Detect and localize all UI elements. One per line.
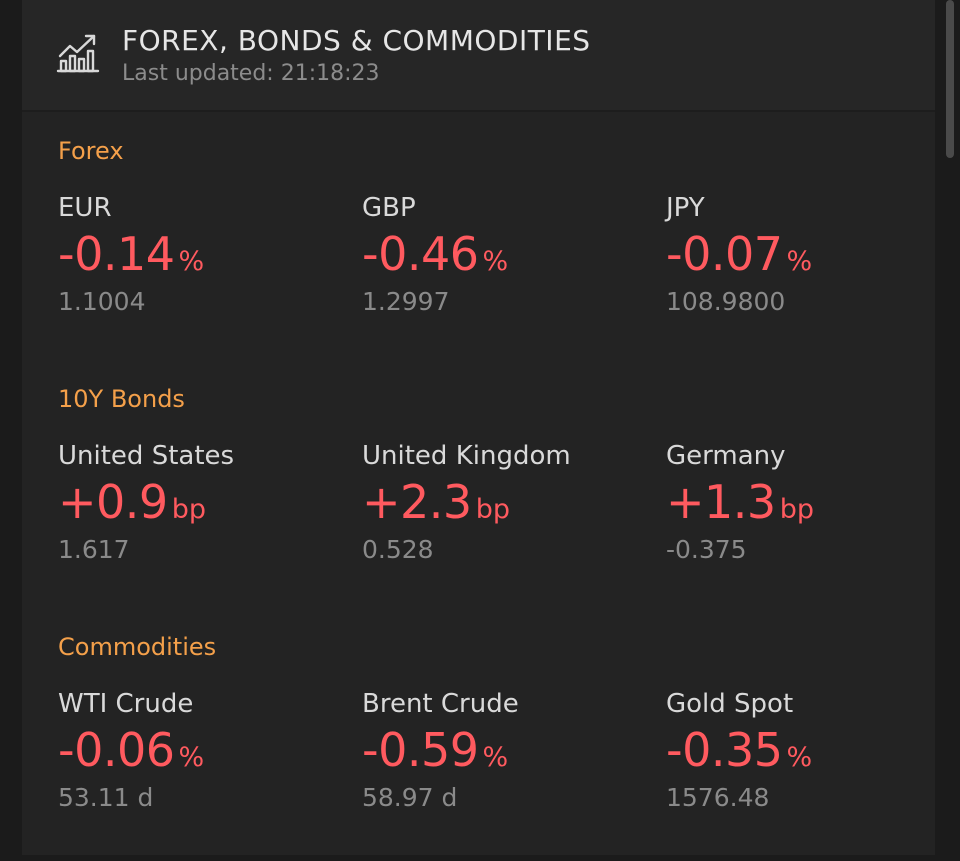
quote-change-value: -0.46	[362, 227, 479, 281]
quote-change-value: +0.9	[58, 475, 168, 529]
section-title-forex: Forex	[58, 137, 124, 165]
quote-value: 0.528	[362, 535, 434, 564]
quote-name: JPY	[666, 193, 705, 223]
quote-change-unit: bp	[779, 494, 814, 525]
quote-name: United States	[58, 441, 235, 471]
quote-name: GBP	[362, 193, 416, 223]
quote-change-value: -0.35	[666, 723, 783, 777]
quote-change-value: +2.3	[362, 475, 472, 529]
panel-title: FOREX, BONDS & COMMODITIES	[122, 24, 591, 57]
quote-value: 1.617	[58, 535, 130, 564]
markets-panel: FOREX, BONDS & COMMODITIES Last updated:…	[22, 0, 935, 855]
quote-change-unit: %	[786, 246, 813, 277]
quote-value: 58.97 d	[362, 783, 458, 812]
quote-value: -0.375	[666, 535, 747, 564]
quote-change: -0.06%	[58, 723, 204, 777]
quote-change: -0.46%	[362, 227, 508, 281]
last-updated: Last updated: 21:18:23	[122, 61, 380, 86]
chart-bars-trend-icon	[56, 34, 100, 73]
quote-name: Germany	[666, 441, 786, 471]
quote-change-unit: %	[482, 246, 509, 277]
quote-change-value: +1.3	[666, 475, 776, 529]
quote-change: -0.07%	[666, 227, 812, 281]
quote-change: -0.59%	[362, 723, 508, 777]
quote-change-unit: bp	[171, 494, 206, 525]
section-title-bonds: 10Y Bonds	[58, 385, 185, 413]
quote-change-value: -0.06	[58, 723, 175, 777]
quote-name: Brent Crude	[362, 689, 519, 719]
quote-change: +2.3 bp	[362, 475, 510, 529]
quote-value: 108.9800	[666, 287, 786, 316]
quote-value: 1.2997	[362, 287, 450, 316]
scrollbar-thumb[interactable]	[946, 0, 954, 158]
quote-change-unit: %	[482, 742, 509, 773]
quote-change: +0.9 bp	[58, 475, 206, 529]
quote-change: -0.14%	[58, 227, 204, 281]
quote-value: 1576.48	[666, 783, 770, 812]
quote-change-value: -0.07	[666, 227, 783, 281]
section-title-commodities: Commodities	[58, 633, 217, 661]
panel-header: FOREX, BONDS & COMMODITIES Last updated:…	[22, 0, 935, 112]
quote-change-unit: %	[178, 742, 205, 773]
quote-change: +1.3 bp	[666, 475, 814, 529]
quote-change-unit: %	[178, 246, 205, 277]
last-updated-label: Last updated:	[122, 61, 274, 86]
quote-change: -0.35%	[666, 723, 812, 777]
quote-name: Gold Spot	[666, 689, 794, 719]
quote-value: 53.11 d	[58, 783, 154, 812]
quote-name: United Kingdom	[362, 441, 571, 471]
last-updated-time: 21:18:23	[280, 61, 380, 86]
quote-name: EUR	[58, 193, 112, 223]
quote-change-unit: bp	[475, 494, 510, 525]
quote-change-value: -0.59	[362, 723, 479, 777]
quote-change-unit: %	[786, 742, 813, 773]
quote-change-value: -0.14	[58, 227, 175, 281]
quote-value: 1.1004	[58, 287, 146, 316]
quote-name: WTI Crude	[58, 689, 194, 719]
